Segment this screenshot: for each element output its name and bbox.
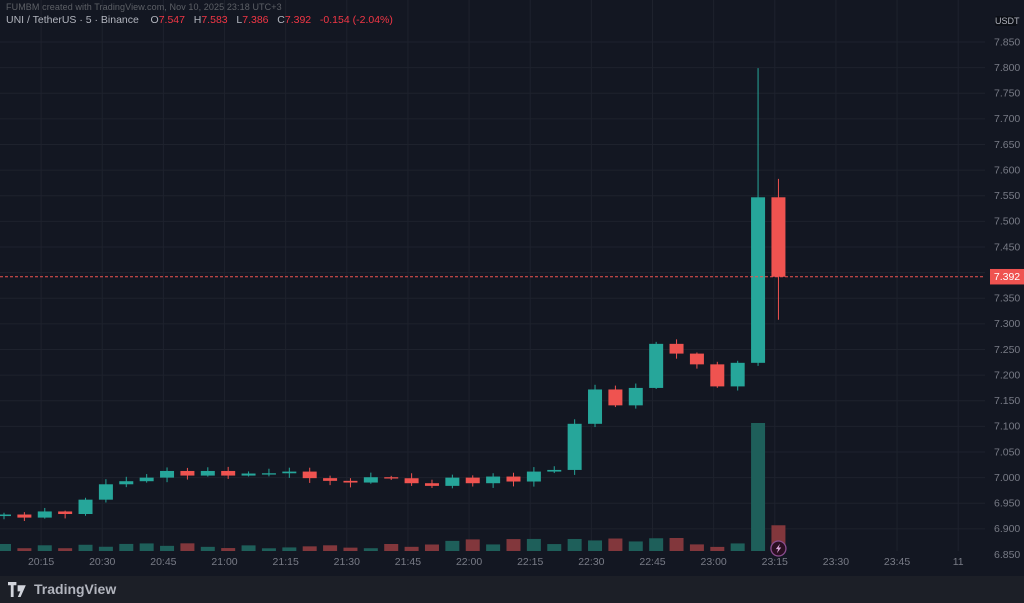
svg-text:7.500: 7.500	[994, 216, 1020, 228]
svg-text:7.000: 7.000	[994, 472, 1020, 484]
svg-text:7.392: 7.392	[994, 271, 1020, 283]
svg-text:6.850: 6.850	[994, 549, 1020, 561]
svg-text:7.750: 7.750	[994, 88, 1020, 100]
svg-text:7.050: 7.050	[994, 446, 1020, 458]
svg-text:7.800: 7.800	[994, 62, 1020, 74]
svg-text:7.550: 7.550	[994, 190, 1020, 202]
svg-text:21:00: 21:00	[211, 556, 237, 568]
svg-text:22:15: 22:15	[517, 556, 543, 568]
svg-text:7.200: 7.200	[994, 369, 1020, 381]
svg-text:11: 11	[953, 556, 964, 568]
svg-text:22:45: 22:45	[639, 556, 665, 568]
svg-text:6.900: 6.900	[994, 523, 1020, 535]
svg-text:7.700: 7.700	[994, 113, 1020, 125]
svg-text:21:45: 21:45	[395, 556, 421, 568]
svg-text:23:00: 23:00	[700, 556, 726, 568]
svg-text:20:30: 20:30	[89, 556, 115, 568]
svg-text:7.350: 7.350	[994, 293, 1020, 305]
svg-text:7.250: 7.250	[994, 344, 1020, 356]
svg-text:22:00: 22:00	[456, 556, 482, 568]
svg-text:7.600: 7.600	[994, 164, 1020, 176]
svg-text:22:30: 22:30	[578, 556, 604, 568]
svg-text:23:45: 23:45	[884, 556, 910, 568]
svg-text:7.100: 7.100	[994, 421, 1020, 433]
svg-text:7.650: 7.650	[994, 139, 1020, 151]
svg-text:7.300: 7.300	[994, 318, 1020, 330]
svg-text:23:30: 23:30	[823, 556, 849, 568]
svg-text:23:15: 23:15	[762, 556, 788, 568]
svg-text:7.150: 7.150	[994, 395, 1020, 407]
svg-text:21:30: 21:30	[334, 556, 360, 568]
svg-text:20:45: 20:45	[150, 556, 176, 568]
svg-text:7.850: 7.850	[994, 36, 1020, 48]
svg-text:20:15: 20:15	[28, 556, 54, 568]
svg-text:21:15: 21:15	[273, 556, 299, 568]
svg-text:7.450: 7.450	[994, 241, 1020, 253]
svg-text:6.950: 6.950	[994, 498, 1020, 510]
